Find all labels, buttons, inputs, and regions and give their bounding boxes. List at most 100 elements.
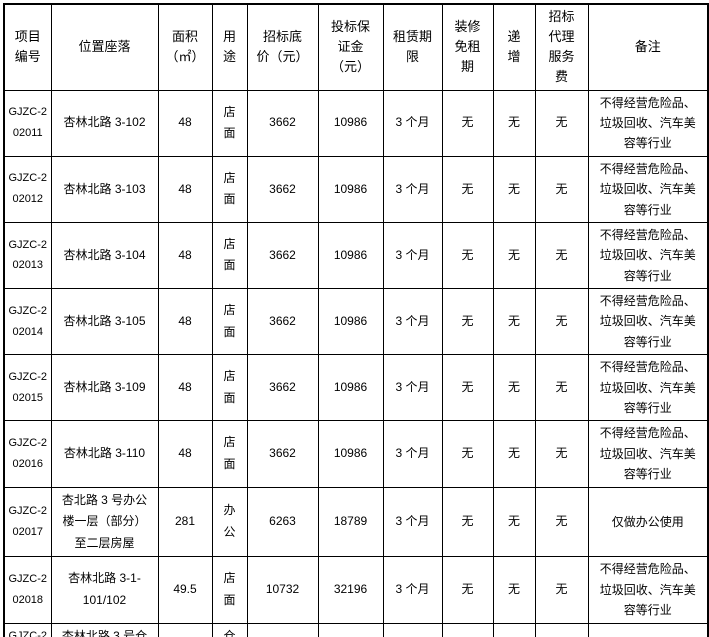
cell-use: 店面 — [211, 155, 248, 223]
cell-increment: 无 — [492, 556, 536, 624]
cell-use: 店面 — [211, 420, 248, 488]
cell-id: GJZC-202013 — [3, 221, 52, 290]
cell-deposit: 3273 — [317, 622, 384, 637]
cell-area: 281 — [157, 486, 213, 558]
table-row: GJZC-202015 杏林北路 3-109 48 店面 3662 10986 3 个月无无… — [3, 354, 709, 422]
cell-agency_fee: 无 — [534, 354, 589, 422]
table-header-row: 项目 编号 位置座落 面积 （㎡）用 途招标底 价（元） 投标保 证金 （元） 租赁期 … — [3, 3, 709, 91]
cell-remark: 不得经营危险品、垃圾回收、汽车美容等行业 — [587, 89, 709, 157]
cell-id: GJZC-202017 — [3, 486, 52, 558]
cell-remark: 不得经营危险品、垃圾回收、汽车美容等行业 — [587, 354, 709, 422]
table-row: GJZC-202018 杏林北路 3-1-101/102 49.5 店面 10732 32… — [3, 556, 709, 624]
cell-agency_fee: 无 — [534, 89, 589, 157]
cell-use: 店面 — [211, 556, 248, 624]
cell-increment: 无 — [492, 221, 536, 290]
cell-agency_fee: 无 — [534, 155, 589, 223]
cell-rent_free: 无 — [441, 486, 494, 558]
cell-location: 杏林北路 3-109 — [50, 354, 159, 422]
cell-deposit: 10986 — [317, 89, 384, 157]
cell-remark: 不得经营危险品、垃圾回收、汽车美容等行业 — [587, 155, 709, 223]
column-header-location: 位置座落 — [50, 3, 159, 91]
cell-agency_fee: 无 — [534, 556, 589, 624]
column-header-increment: 递 增 — [492, 3, 536, 91]
cell-lease_term: 3 个月 — [382, 622, 443, 637]
column-header-deposit: 投标保 证金 （元） — [317, 3, 384, 91]
cell-id: GJZC-202018 — [3, 556, 52, 624]
table-body: GJZC-202011 杏林北路 3-102 48 店面 3662 10986 3 个月无无… — [3, 89, 709, 637]
cell-base_price: 3662 — [246, 155, 319, 223]
cell-base_price: 3662 — [246, 420, 319, 488]
lease-tender-table: 项目 编号 位置座落 面积 （㎡）用 途招标底 价（元） 投标保 证金 （元） 租赁期 … — [3, 3, 709, 637]
cell-base_price: 3662 — [246, 288, 319, 356]
cell-agency_fee: 无 — [534, 420, 589, 488]
cell-id: GJZC-202015 — [3, 354, 52, 422]
cell-area: 48 — [157, 354, 213, 422]
column-header-agency_fee: 招标 代理 服务 费 — [534, 3, 589, 91]
table-row: GJZC-202016 杏林北路 3-110 48 店面 3662 10986 3 个月无无… — [3, 420, 709, 488]
column-header-use: 用 途 — [211, 3, 248, 91]
cell-increment: 无 — [492, 354, 536, 422]
cell-deposit: 32196 — [317, 556, 384, 624]
cell-rent_free: 无 — [441, 556, 494, 624]
cell-rent_free: 无 — [441, 420, 494, 488]
cell-location: 杏林北路 3-105 — [50, 288, 159, 356]
cell-use: 店面 — [211, 354, 248, 422]
cell-increment: 无 — [492, 420, 536, 488]
cell-location: 杏林北路 3-103 — [50, 155, 159, 223]
cell-location: 杏北路 3 号办公楼一层（部分）至二层房屋 — [50, 486, 159, 558]
cell-base_price: 6263 — [246, 486, 319, 558]
cell-use: 店面 — [211, 288, 248, 356]
cell-deposit: 10986 — [317, 420, 384, 488]
column-header-lease_term: 租赁期 限 — [382, 3, 443, 91]
cell-lease_term: 3 个月 — [382, 89, 443, 157]
cell-base_price: 3662 — [246, 89, 319, 157]
cell-base_price: 1091 — [246, 622, 319, 637]
cell-base_price: 3662 — [246, 354, 319, 422]
column-header-remark: 备注 — [587, 3, 709, 91]
cell-base_price: 10732 — [246, 556, 319, 624]
cell-agency_fee: 无 — [534, 486, 589, 558]
cell-deposit: 10986 — [317, 221, 384, 290]
column-header-rent_free: 装修 免租 期 — [441, 3, 494, 91]
table-header: 项目 编号 位置座落 面积 （㎡）用 途招标底 价（元） 投标保 证金 （元） 租赁期 … — [3, 3, 709, 91]
cell-remark: 仅做仓库使用 — [587, 622, 709, 637]
cell-increment: 无 — [492, 155, 536, 223]
cell-deposit: 18789 — [317, 486, 384, 558]
cell-agency_fee: 无 — [534, 622, 589, 637]
cell-lease_term: 3 个月 — [382, 288, 443, 356]
cell-deposit: 10986 — [317, 155, 384, 223]
cell-rent_free: 无 — [441, 221, 494, 290]
cell-location: 杏林北路 3-104 — [50, 221, 159, 290]
cell-area: 49.5 — [157, 556, 213, 624]
cell-location: 杏林北路 3-102 — [50, 89, 159, 157]
cell-location: 杏林北路 3 号仓库 1 — [50, 622, 159, 637]
cell-agency_fee: 无 — [534, 288, 589, 356]
cell-id: GJZC-202011 — [3, 89, 52, 157]
cell-area: 48 — [157, 221, 213, 290]
cell-remark: 不得经营危险品、垃圾回收、汽车美容等行业 — [587, 288, 709, 356]
cell-increment: 无 — [492, 89, 536, 157]
cell-rent_free: 无 — [441, 155, 494, 223]
cell-id: GJZC-202014 — [3, 288, 52, 356]
cell-lease_term: 3 个月 — [382, 221, 443, 290]
cell-remark: 仅做办公使用 — [587, 486, 709, 558]
cell-use: 店面 — [211, 89, 248, 157]
cell-deposit: 10986 — [317, 288, 384, 356]
cell-agency_fee: 无 — [534, 221, 589, 290]
table-row: GJZC-202012 杏林北路 3-103 48 店面 3662 10986 3 个月无无… — [3, 155, 709, 223]
cell-lease_term: 3 个月 — [382, 556, 443, 624]
cell-remark: 不得经营危险品、垃圾回收、汽车美容等行业 — [587, 221, 709, 290]
cell-increment: 无 — [492, 486, 536, 558]
cell-id: GJZC-202012 — [3, 155, 52, 223]
cell-area: 48 — [157, 89, 213, 157]
table-row: GJZC-202011 杏林北路 3-102 48 店面 3662 10986 3 个月无无… — [3, 89, 709, 157]
cell-rent_free: 无 — [441, 354, 494, 422]
cell-lease_term: 3 个月 — [382, 420, 443, 488]
cell-area: 48 — [157, 288, 213, 356]
cell-rent_free: 无 — [441, 622, 494, 637]
cell-location: 杏林北路 3-1-101/102 — [50, 556, 159, 624]
cell-increment: 无 — [492, 622, 536, 637]
cell-increment: 无 — [492, 288, 536, 356]
cell-location: 杏林北路 3-110 — [50, 420, 159, 488]
